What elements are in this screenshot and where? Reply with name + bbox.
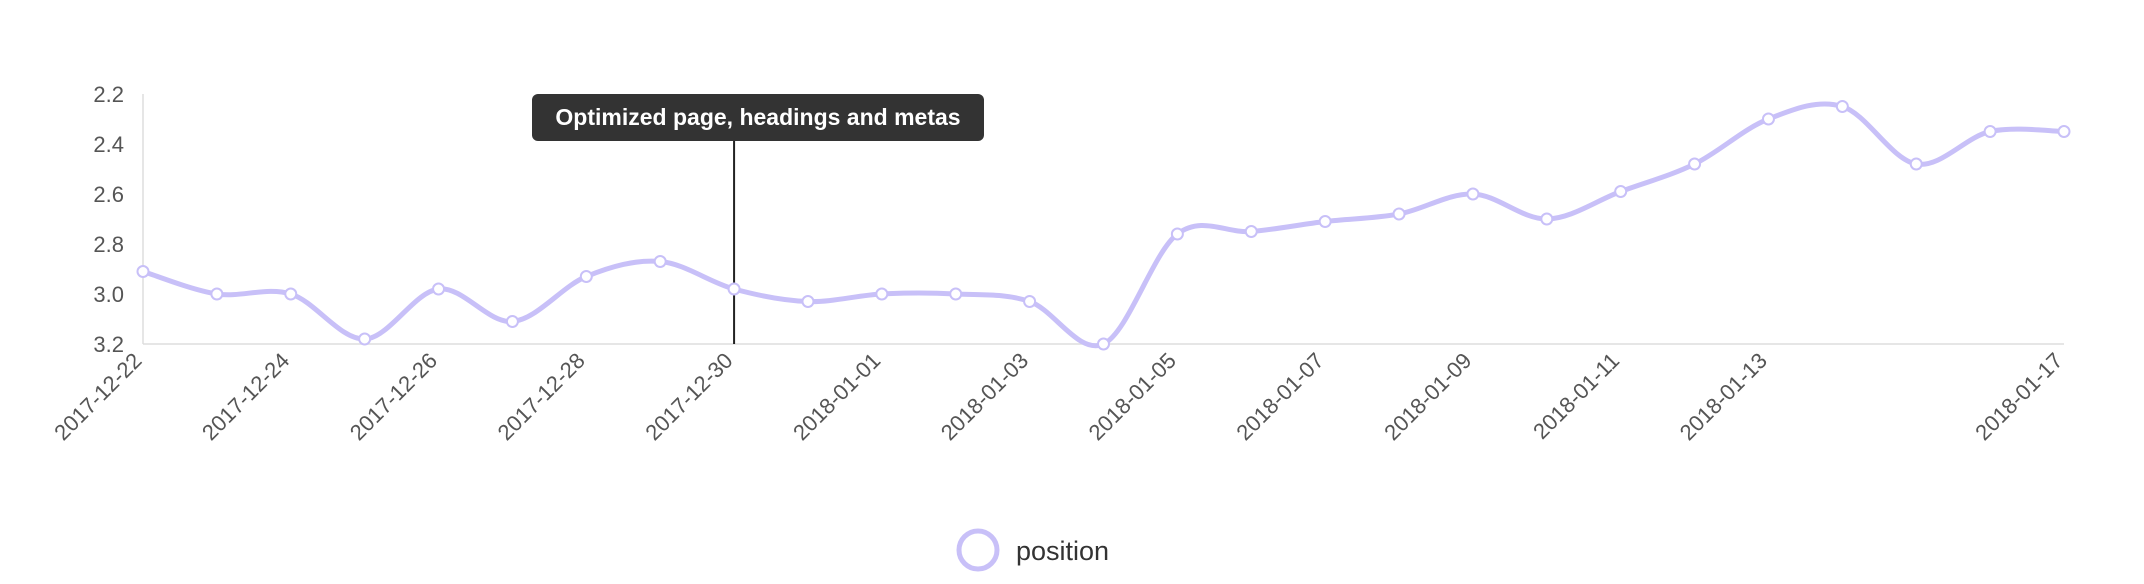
data-point[interactable] xyxy=(1688,157,1702,171)
x-tick-label: 2018-01-13 xyxy=(1675,348,1772,445)
data-point[interactable] xyxy=(1318,215,1332,228)
y-axis-tick-labels: 2.2 2.4 2.6 2.8 3.0 3.2 xyxy=(93,82,124,357)
legend-marker-position[interactable] xyxy=(956,528,1000,572)
x-tick-label: 2018-01-17 xyxy=(1970,348,2067,445)
x-tick-label: 2018-01-09 xyxy=(1379,348,1476,445)
x-tick-label: 2017-12-22 xyxy=(49,348,146,445)
data-point[interactable] xyxy=(358,332,372,346)
x-tick-label: 2018-01-01 xyxy=(788,348,885,445)
data-point[interactable] xyxy=(1983,125,1997,138)
data-point[interactable] xyxy=(2057,125,2071,138)
y-tick-label: 2.4 xyxy=(93,132,124,157)
data-point[interactable] xyxy=(579,270,593,283)
data-point[interactable] xyxy=(505,315,519,328)
x-tick-label: 2018-01-11 xyxy=(1528,348,1624,444)
y-tick-label: 2.6 xyxy=(93,182,124,207)
data-point[interactable] xyxy=(949,287,963,301)
data-point[interactable] xyxy=(1392,207,1406,221)
legend-label-position[interactable]: position xyxy=(1016,536,1109,566)
x-tick-label: 2017-12-26 xyxy=(345,348,442,445)
y-tick-label: 3.0 xyxy=(93,282,124,307)
x-tick-label: 2018-01-05 xyxy=(1084,348,1181,445)
x-tick-label: 2018-01-07 xyxy=(1231,348,1328,445)
x-tick-label: 2017-12-24 xyxy=(197,348,294,445)
data-point[interactable] xyxy=(1614,185,1628,198)
data-point[interactable] xyxy=(136,265,150,278)
data-point[interactable] xyxy=(1835,100,1849,113)
data-point[interactable] xyxy=(1170,227,1184,241)
data-point[interactable] xyxy=(875,287,889,301)
data-point[interactable] xyxy=(1909,157,1923,171)
data-point[interactable] xyxy=(1244,225,1258,238)
data-point[interactable] xyxy=(210,287,224,301)
series-line-position xyxy=(140,101,2067,349)
annotation-label-box xyxy=(532,94,984,141)
y-tick-label: 3.2 xyxy=(93,332,124,357)
data-point[interactable] xyxy=(653,255,667,268)
data-point[interactable] xyxy=(1540,212,1554,226)
y-tick-label: 2.8 xyxy=(93,232,124,257)
data-point[interactable] xyxy=(801,295,815,308)
x-tick-label: 2018-01-03 xyxy=(936,348,1033,445)
x-tick-label: 2017-12-28 xyxy=(493,348,590,445)
data-point[interactable] xyxy=(1466,187,1480,201)
data-point[interactable] xyxy=(432,282,446,296)
x-tick-label: 2017-12-30 xyxy=(640,348,737,445)
data-point[interactable] xyxy=(1023,295,1037,308)
annotation: Optimized page, headings and metas xyxy=(532,94,984,344)
x-axis-tick-labels: 2017-12-22 2017-12-24 2017-12-26 2017-12-28… xyxy=(49,348,2067,445)
annotation-label: Optimized page, headings and metas xyxy=(555,104,960,130)
data-point[interactable] xyxy=(1097,337,1110,351)
y-tick-label: 2.2 xyxy=(93,82,124,107)
legend[interactable]: position xyxy=(956,528,1109,572)
series-position xyxy=(136,100,2071,351)
data-point[interactable] xyxy=(1761,112,1775,126)
data-point[interactable] xyxy=(727,282,741,296)
data-point[interactable] xyxy=(284,287,298,301)
